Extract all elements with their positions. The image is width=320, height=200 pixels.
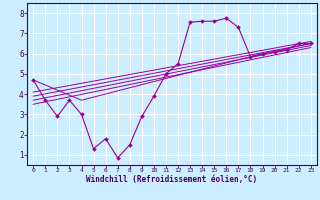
X-axis label: Windchill (Refroidissement éolien,°C): Windchill (Refroidissement éolien,°C) [86,175,258,184]
